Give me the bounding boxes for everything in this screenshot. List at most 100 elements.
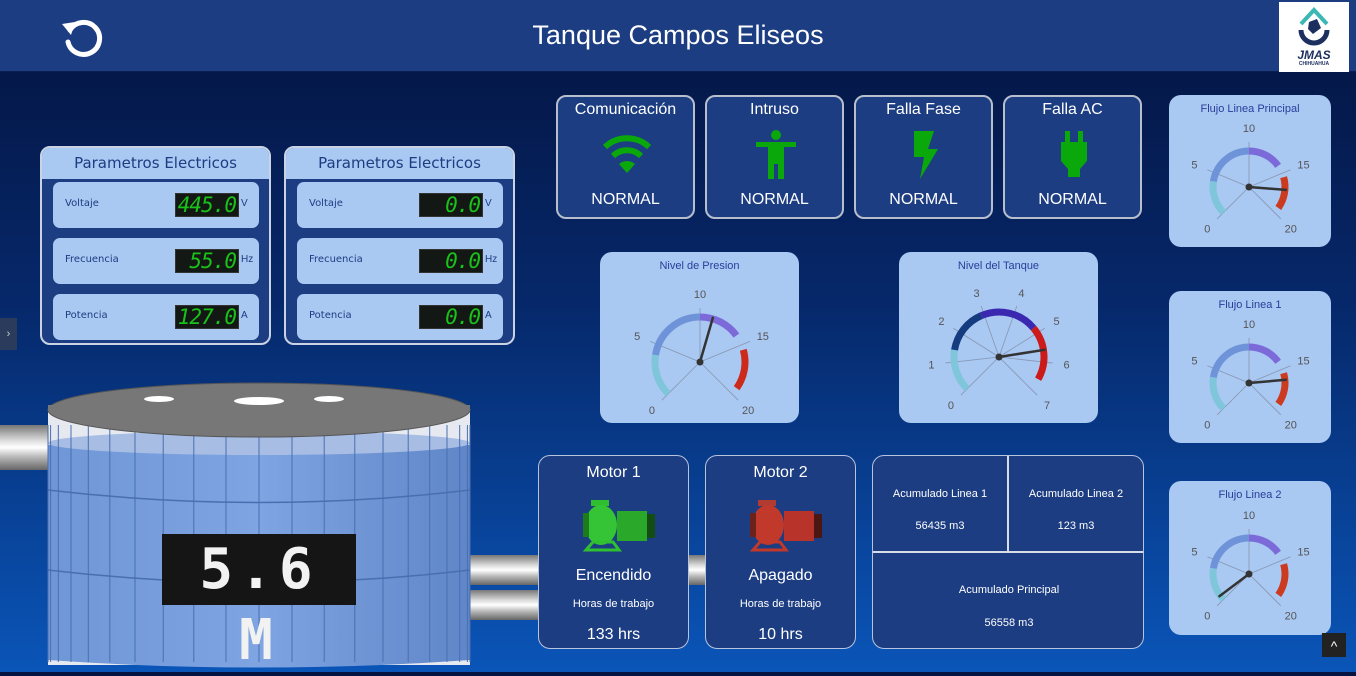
gauge-title: Flujo Linea 1 — [1218, 299, 1282, 311]
param-row-voltaje: Voltaje 445.0 V — [53, 182, 259, 228]
param-value: 127.0 — [175, 305, 239, 329]
gauge-band — [951, 312, 983, 351]
gauge-band — [1209, 567, 1227, 602]
gauge-band — [1275, 563, 1289, 597]
param-unit: Hz — [485, 254, 498, 265]
gauge-tick-label: 10 — [1243, 123, 1255, 135]
gauge-tick-label: 5 — [1191, 546, 1197, 558]
accum-principal-value: 56558 m3 — [984, 617, 1034, 629]
gauge-title: Nivel del Tanque — [957, 260, 1040, 272]
refresh-icon[interactable] — [58, 12, 108, 62]
accum-linea2-value: 123 m3 — [1057, 520, 1095, 532]
divider — [873, 551, 1143, 553]
param-row-voltaje: Voltaje 0.0 V — [297, 182, 503, 228]
accum-linea1-label: Acumulado Linea 1 — [892, 488, 988, 500]
gauge-pivot — [1245, 379, 1253, 387]
gauge-tick-label: 10 — [1243, 319, 1255, 331]
gauge-band — [651, 354, 671, 397]
tank-level-value: 5.6 M — [199, 537, 319, 673]
gauge-flujo-linea-1: Flujo Linea 1 0 5 10 15 20 — [1169, 291, 1331, 443]
gauge-tick-label: 5 — [634, 331, 640, 343]
gauge-tick-label: 15 — [1297, 159, 1309, 171]
gauge-needle — [1247, 185, 1288, 192]
accum-principal-label: Acumulado Principal — [958, 584, 1060, 596]
side-panel-toggle[interactable]: › — [0, 318, 17, 350]
param-label: Potencia — [65, 310, 108, 321]
gauge-band — [1275, 372, 1289, 406]
logo-subtext: CHIHUAHUA — [1298, 61, 1330, 67]
gauge-needle — [1247, 378, 1288, 385]
param-row-frecuencia: Frecuencia 55.0 Hz — [53, 238, 259, 284]
jmas-logo: JMAS CHIHUAHUA — [1279, 2, 1349, 72]
param-unit: A — [485, 310, 492, 321]
motor-state: Apagado — [748, 567, 813, 584]
gauge-tick-label: 0 — [948, 400, 954, 412]
gauge-tick — [1248, 556, 1291, 575]
param-label: Potencia — [309, 310, 352, 321]
tank-hatch — [144, 396, 174, 402]
gauge-band — [1209, 147, 1250, 183]
gauge-tick — [1248, 169, 1291, 188]
gauge-tick — [1216, 382, 1250, 416]
gauge-tick-label: 15 — [1297, 546, 1309, 558]
param-row-frecuencia: Frecuencia 0.0 Hz — [297, 238, 503, 284]
accum-linea1-value: 56435 m3 — [915, 520, 965, 532]
scroll-to-top-button[interactable]: ^ — [1322, 633, 1346, 657]
gauge-dial: 0 5 10 15 20 — [1191, 123, 1309, 236]
param-label: Voltaje — [309, 198, 343, 209]
gauge-tick — [998, 356, 1038, 396]
outlet-pipe-2 — [468, 590, 540, 620]
gauge-band — [699, 313, 740, 338]
gauge-dial: 0 1 2 3 4 5 6 7 — [928, 288, 1069, 412]
outlet-pipe-1 — [468, 555, 540, 585]
gauge-title: Flujo Linea Principal — [1200, 103, 1300, 115]
logo-drop-icon — [1298, 7, 1330, 46]
panel-title: Parametros Electricos — [42, 148, 269, 179]
param-unit: V — [485, 198, 492, 209]
gauge-flujo-linea-2: Flujo Linea 2 0 5 10 15 20 — [1169, 481, 1331, 635]
gauge-tick — [1248, 573, 1282, 607]
gauge-band — [1248, 343, 1281, 365]
panel-title: Parametros Electricos — [286, 148, 513, 179]
motor-card-1: Motor 1 Encendido Horas de trabajo 133 h… — [538, 455, 689, 649]
gauge-band — [652, 313, 701, 356]
status-title: Comunicación — [574, 101, 677, 118]
lightning-icon — [914, 131, 938, 179]
gauge-band — [1209, 343, 1250, 379]
param-unit: V — [241, 198, 248, 209]
gauge-dial: 0 5 10 15 20 — [1191, 319, 1309, 432]
gauge-band — [733, 348, 749, 391]
motor-hours-value: 133 hrs — [586, 626, 641, 643]
gauge-tick — [1248, 186, 1282, 220]
status-title: Falla AC — [1042, 101, 1103, 118]
gauge-tick-label: 4 — [1018, 288, 1024, 300]
motor-card-2: Motor 2 Apagado Horas de trabajo 10 hrs — [705, 455, 856, 649]
gauge-pivot — [696, 358, 704, 366]
motor-state: Encendido — [575, 567, 652, 584]
param-unit: Hz — [241, 254, 254, 265]
gauge-band — [950, 349, 970, 392]
header-bar: Tanque Campos Eliseos JMAS CHIHUAHUA — [0, 0, 1356, 72]
param-row-potencia: Potencia 0.0 A — [297, 294, 503, 340]
status-card-falla-fase: Falla Fase NORMAL — [854, 95, 993, 219]
gauge-band — [979, 308, 1037, 331]
gauge-tick-label: 10 — [1243, 510, 1255, 522]
gauge-tick-label: 20 — [742, 405, 754, 417]
status-title: Intruso — [750, 101, 799, 118]
gauge-band — [1030, 325, 1048, 381]
param-label: Frecuencia — [309, 254, 363, 265]
gauge-band — [1275, 176, 1289, 210]
motor-title: Motor 1 — [586, 464, 641, 481]
electrical-params-panel-1: Parametros Electricos Voltaje 445.0 V Frec… — [40, 146, 271, 345]
gauge-band — [1209, 180, 1227, 215]
motor-pump-icon — [749, 500, 822, 552]
status-card-falla-ac: Falla AC NORMAL — [1003, 95, 1142, 219]
gauge-tick-label: 5 — [1191, 355, 1197, 367]
status-card-comunicacion: Comunicación NORMAL — [556, 95, 695, 219]
gauge-needle — [997, 348, 1046, 359]
gauge-band — [1209, 534, 1250, 570]
motor-pump-icon — [582, 500, 655, 552]
status-value: NORMAL — [1038, 191, 1107, 208]
param-value: 0.0 — [419, 193, 483, 217]
gauge-tick-label: 0 — [1204, 420, 1210, 432]
